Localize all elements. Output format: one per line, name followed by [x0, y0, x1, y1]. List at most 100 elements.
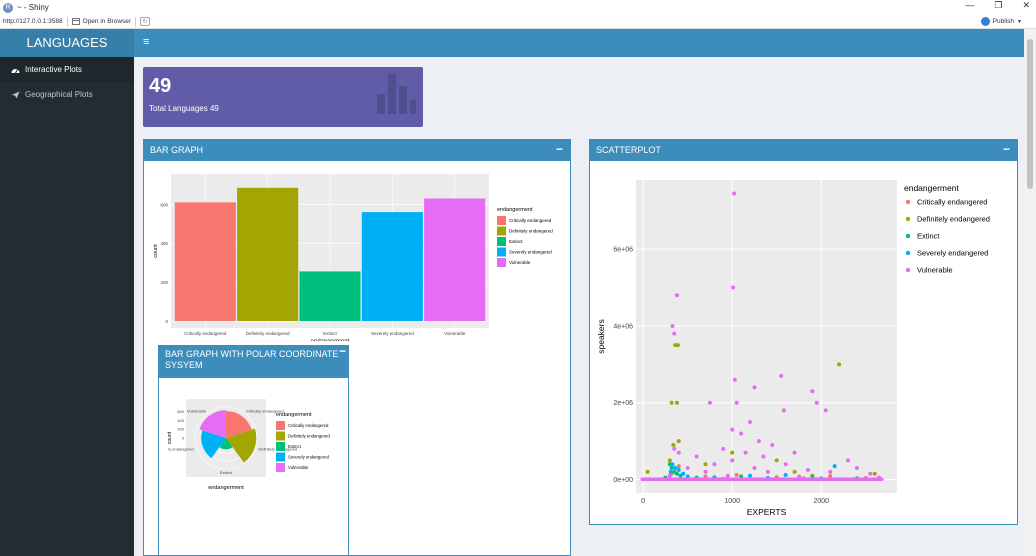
- scatter-point: [810, 389, 815, 394]
- scatter-point: [732, 377, 737, 382]
- y-tick-label: 600: [177, 409, 184, 414]
- x-tick-label: Vulnerable: [444, 331, 466, 336]
- scatterplot-collapse-button[interactable]: −: [1002, 142, 1010, 156]
- polar-bar-graph-header: BAR GRAPH WITH POLAR COORDINATE SYSYEM −: [159, 345, 348, 378]
- scatter-point: [761, 454, 766, 459]
- y-tick-label: 200: [177, 427, 184, 432]
- open-in-browser-button[interactable]: Open in Browser: [71, 18, 131, 25]
- bar-graph-header: BAR GRAPH −: [144, 139, 570, 161]
- legend-key: [497, 247, 506, 257]
- window-title: ~ - Shiny: [17, 3, 49, 12]
- scatter-point: [779, 373, 784, 378]
- bar-vulnerable: [424, 198, 486, 321]
- polar-axis-label: Critically endangered: [246, 408, 284, 413]
- scatter-point: [872, 471, 877, 476]
- legend-label: Definitely endangered: [917, 215, 990, 224]
- scatter-point: [752, 385, 757, 390]
- x-tick-label: 1000: [724, 498, 740, 505]
- legend-label: Critically endangered: [288, 423, 329, 428]
- polar-bar-graph-collapse-button[interactable]: −: [338, 344, 346, 358]
- y-tick-label: 400: [177, 418, 184, 423]
- scatter-point: [675, 343, 680, 348]
- legend-key: [497, 258, 506, 267]
- scatter-point: [832, 464, 837, 469]
- dashboard-logo[interactable]: LANGUAGES: [0, 29, 134, 57]
- x-tick-label: 2000: [813, 498, 829, 505]
- x-tick-label: Severely endangered: [371, 331, 414, 336]
- legend-title: endangerment: [904, 183, 959, 193]
- scatterplot-box: SCATTERPLOT − 0 1000 2000 0e+00 2e+06 4e+06 6e…: [589, 139, 1018, 525]
- polar-bar-chart: Critically endangered Definitely endanger…: [167, 399, 330, 491]
- bar-chart-icon: [377, 74, 416, 114]
- window-titlebar: R ~ - Shiny — ❐ ✕: [0, 0, 1036, 15]
- polar-bar-definitely-endangered: [226, 428, 257, 463]
- scatter-chart: 0 1000 2000 0e+00 2e+06 4e+06 6e+06 EXPERTS spea…: [596, 180, 990, 517]
- toolbar-divider: [66, 16, 68, 27]
- scatter-point: [823, 408, 828, 413]
- scatter-point: [674, 471, 679, 476]
- scatter-point: [668, 469, 673, 474]
- scatter-point: [814, 400, 819, 405]
- y-tick-label: 400: [160, 241, 168, 246]
- polar-bar-extinct: [219, 438, 233, 450]
- scatter-point: [667, 458, 672, 463]
- sidebar-item-label: Interactive Plots: [25, 65, 82, 74]
- legend-key: [497, 226, 506, 236]
- legend-label: Vulnerable: [917, 266, 953, 275]
- bar-extinct: [299, 271, 361, 321]
- dashboard-navbar: ≡: [134, 29, 1024, 57]
- viewer-toolbar: http://127.0.0.1:3588 Open in Browser ↻ …: [0, 15, 1036, 29]
- refresh-icon[interactable]: ↻: [140, 17, 151, 26]
- scatter-point: [748, 473, 753, 478]
- legend-title: endangerment: [497, 207, 533, 213]
- legend-key: [497, 216, 506, 225]
- valuebox-value: 49: [149, 75, 172, 97]
- scatter-point: [734, 400, 739, 405]
- y-tick-label: 0e+00: [613, 477, 633, 484]
- scatter-point: [783, 472, 788, 477]
- polar-bar-graph-box: BAR GRAPH WITH POLAR COORDINATE SYSYEM −…: [158, 345, 349, 556]
- legend-key: [276, 442, 285, 451]
- legend-title: endangerment: [276, 412, 312, 418]
- close-button[interactable]: ✕: [1022, 0, 1030, 10]
- legend-key: [905, 199, 911, 205]
- scatter-point: [828, 469, 833, 474]
- restore-button[interactable]: ❐: [994, 0, 1003, 10]
- scatter-point: [681, 471, 686, 476]
- scatter-point: [752, 466, 757, 471]
- polar-bar-severely-endangered: [201, 430, 226, 459]
- bar-graph-collapse-button[interactable]: −: [555, 142, 563, 156]
- x-tick-label: Definitely endangered: [246, 331, 290, 336]
- scatter-point: [707, 400, 712, 405]
- scatter-point: [731, 285, 736, 290]
- scatterplot-title: SCATTERPLOT: [596, 145, 661, 155]
- scatter-point: [828, 474, 833, 479]
- legend-label: Vulnerable: [509, 260, 531, 265]
- legend-key: [276, 463, 285, 472]
- scatter-point: [730, 458, 735, 463]
- bar-definitely-endangered: [237, 187, 299, 321]
- total-languages-valuebox: 49 Total Languages 49: [143, 67, 423, 127]
- page-scrollbar[interactable]: [1024, 29, 1036, 556]
- scatter-point: [674, 293, 679, 298]
- window-controls: — ❐ ✕: [965, 0, 1030, 11]
- publish-button[interactable]: Publish ▼: [980, 17, 1022, 26]
- scatter-point: [645, 469, 650, 474]
- legend-key: [497, 237, 506, 246]
- legend-key: [905, 250, 911, 256]
- scatter-point: [792, 469, 797, 474]
- y-tick-label: 200: [160, 280, 168, 285]
- sidebar-item-geographical-plots[interactable]: Geographical Plots: [0, 82, 134, 107]
- bar-critically-endangered: [174, 202, 236, 321]
- sidebar-item-interactive-plots[interactable]: Interactive Plots: [0, 57, 134, 82]
- scatter-point: [743, 450, 748, 455]
- scrollbar-thumb[interactable]: [1027, 39, 1033, 189]
- scatter-point: [739, 474, 744, 479]
- minimize-button[interactable]: —: [965, 0, 975, 10]
- y-axis-label: speakers: [596, 319, 606, 354]
- scatter-point: [667, 473, 672, 478]
- scatter-point: [731, 191, 736, 196]
- x-tick-label: Extinct: [323, 331, 337, 336]
- scatter-point: [868, 471, 873, 476]
- sidebar-toggle-icon[interactable]: ≡: [143, 36, 150, 48]
